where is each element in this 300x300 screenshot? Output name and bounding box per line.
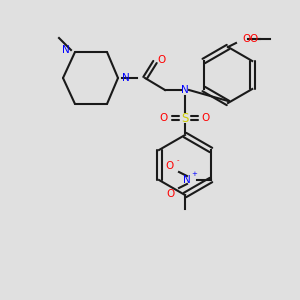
Text: O: O	[167, 189, 175, 199]
Text: O: O	[242, 34, 250, 44]
Text: -: -	[177, 157, 179, 163]
Text: O: O	[166, 161, 174, 171]
Text: O: O	[160, 113, 168, 123]
Text: +: +	[191, 171, 197, 177]
Text: N: N	[62, 45, 70, 55]
Text: N: N	[122, 73, 130, 83]
Text: O: O	[250, 34, 258, 44]
Text: N: N	[181, 85, 189, 95]
Text: S: S	[181, 112, 189, 124]
Text: O: O	[157, 55, 165, 65]
Text: O: O	[202, 113, 210, 123]
Text: N: N	[183, 175, 191, 185]
